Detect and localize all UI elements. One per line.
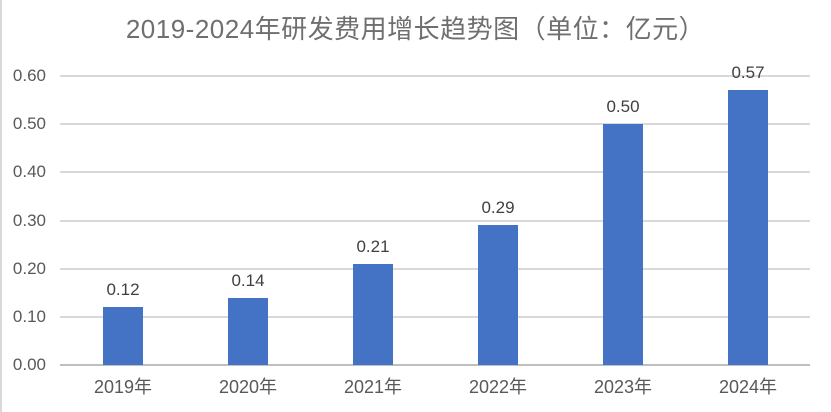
bar-value-label: 0.12 <box>106 280 140 300</box>
chart-title: 2019-2024年研发费用增长趋势图（单位：亿元） <box>125 14 706 44</box>
gridline <box>60 219 810 222</box>
x-axis: 2019年 2020年 2021年 2022年 2023年 2024年 <box>0 376 831 400</box>
x-axis-line <box>60 364 810 366</box>
x-tick-label: 2021年 <box>343 377 403 397</box>
x-tick-label: 2022年 <box>468 377 528 397</box>
bar-2024年[interactable] <box>728 90 768 365</box>
bar-2019年[interactable] <box>103 307 143 365</box>
bar-2022年[interactable] <box>478 225 518 365</box>
y-tick-label: 0.60 <box>12 66 46 85</box>
y-tick-label: 0.20 <box>12 258 46 278</box>
gridline <box>60 171 810 174</box>
bar-2021年[interactable] <box>353 263 393 365</box>
bar-value-label: 0.57 <box>731 63 765 83</box>
left-edge-border <box>0 0 2 412</box>
y-tick-label: 0.50 <box>12 114 46 134</box>
bar-value-label: 0.50 <box>606 97 640 117</box>
gridline <box>60 315 810 318</box>
y-tick-label: 0.40 <box>12 162 46 182</box>
bar-2023年[interactable] <box>603 124 643 365</box>
gridline <box>60 75 810 77</box>
x-tick-label: 2019年 <box>93 377 153 397</box>
bar-value-label: 0.29 <box>481 198 515 218</box>
plot-area: 0.12 0.14 0.21 0.29 0.50 0.57 <box>60 63 810 366</box>
x-tick-label: 2024年 <box>718 377 778 397</box>
y-tick-label: 0.10 <box>12 306 46 326</box>
bar-value-label: 0.14 <box>231 270 265 290</box>
y-tick-label: 0.00 <box>12 355 46 374</box>
x-tick-label: 2023年 <box>593 377 653 397</box>
x-tick-label: 2020年 <box>218 377 278 397</box>
y-tick-label: 0.30 <box>12 210 46 230</box>
gridline <box>60 123 810 126</box>
bar-value-label: 0.21 <box>356 236 390 256</box>
bar-2020年[interactable] <box>228 297 268 365</box>
gridline <box>60 267 810 270</box>
